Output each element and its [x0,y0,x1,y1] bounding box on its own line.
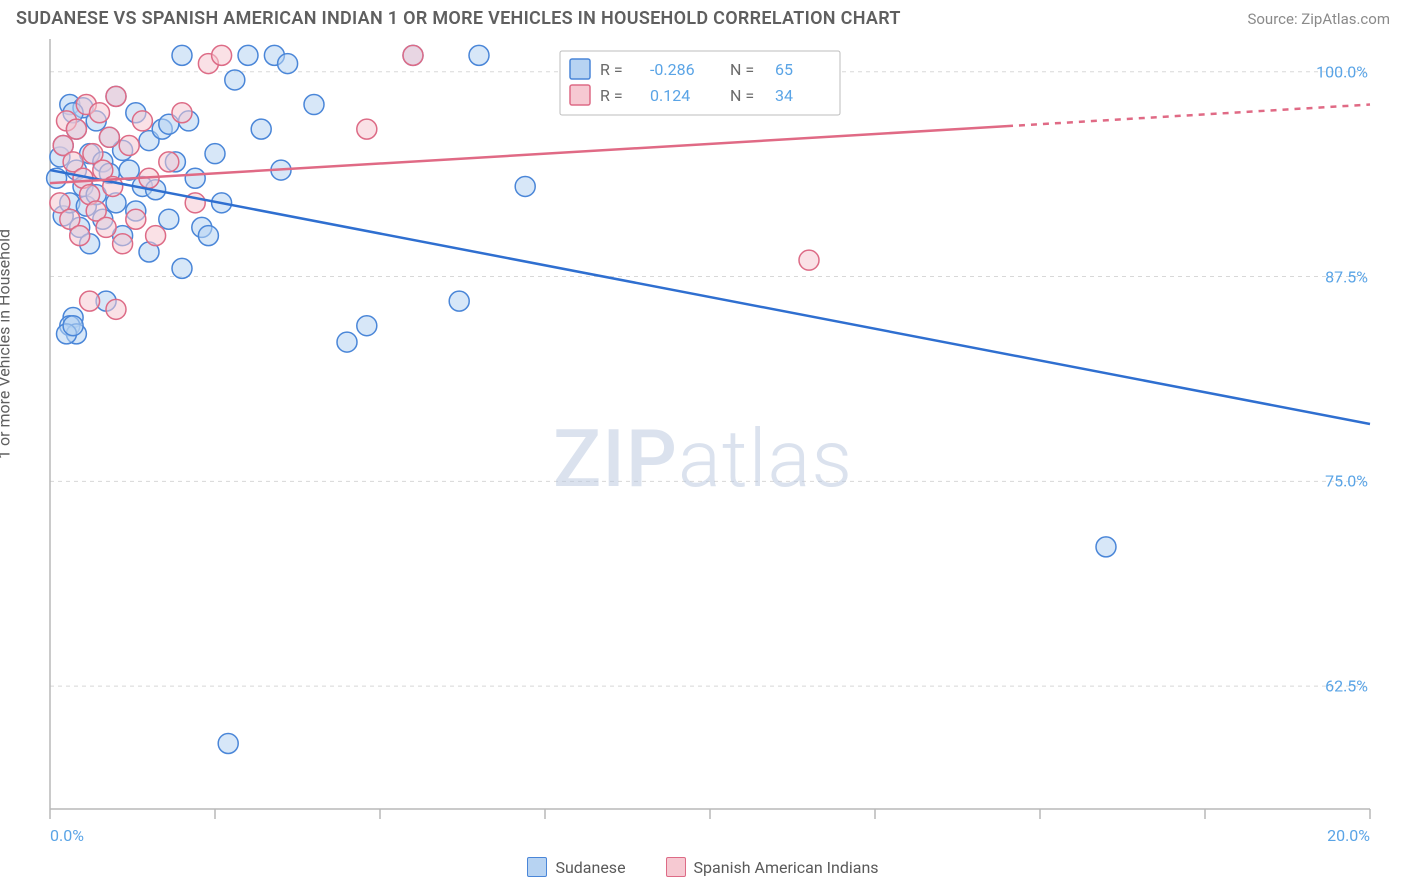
y-tick-label: 62.5% [1325,677,1368,696]
scatter-chart: R = -0.286 N = 65 R = 0.124 N = 34 [0,39,1406,847]
swatch-icon [527,857,547,877]
y-tick-label: 75.0% [1325,472,1368,491]
legend-label: Spanish American Indians [694,858,879,877]
swatch-icon [666,857,686,877]
x-min-label: 0.0% [50,826,84,845]
svg-text:R =: R = [600,86,623,105]
svg-text:65: 65 [775,60,793,79]
legend-item-sudanese: Sudanese [527,857,625,877]
chart-area: 1 or more Vehicles in Household R = -0.28… [0,39,1406,879]
svg-text:-0.286: -0.286 [650,60,695,79]
x-axis-end-labels: 0.0% 20.0% [0,826,1406,845]
svg-text:0.124: 0.124 [650,86,690,105]
chart-header: SUDANESE VS SPANISH AMERICAN INDIAN 1 OR… [0,0,1406,39]
y-tick-label: 100.0% [1316,62,1368,81]
svg-text:R =: R = [600,60,623,79]
legend: Sudanese Spanish American Indians [0,857,1406,877]
svg-text:N =: N = [730,86,754,105]
source-label: Source: ZipAtlas.com [1247,10,1390,28]
y-axis-label: 1 or more Vehicles in Household [0,229,14,459]
x-max-label: 20.0% [1327,826,1370,845]
chart-title: SUDANESE VS SPANISH AMERICAN INDIAN 1 OR… [16,8,901,29]
svg-text:34: 34 [775,86,793,105]
y-tick-label: 87.5% [1325,267,1368,286]
legend-item-spanish: Spanish American Indians [666,857,879,877]
legend-label: Sudanese [555,858,625,877]
svg-text:N =: N = [730,60,754,79]
